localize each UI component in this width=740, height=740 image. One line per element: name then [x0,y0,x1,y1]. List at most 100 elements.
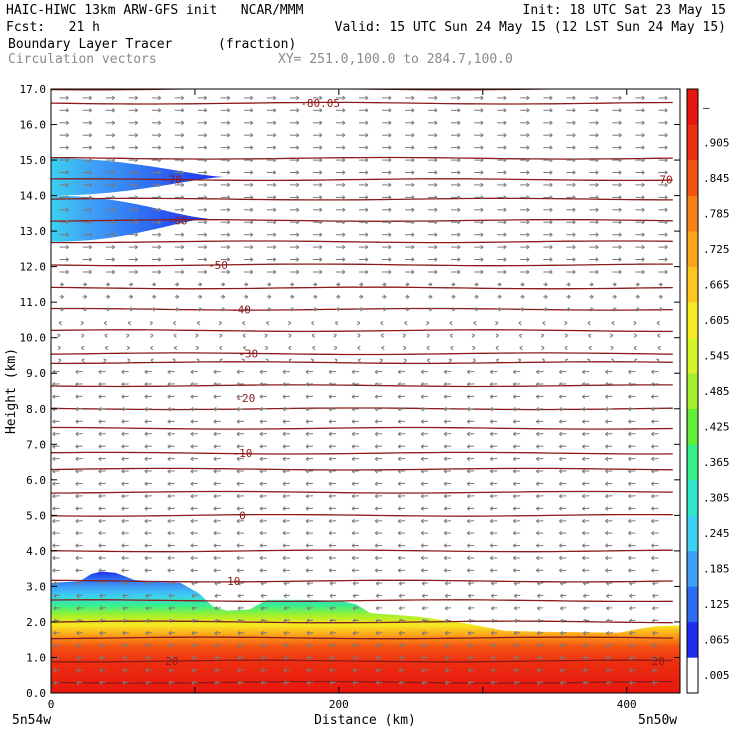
vector-arrowhead [264,345,268,351]
vector-arrowhead [537,668,541,673]
vector-arrowhead [260,630,264,636]
vector-arrowhead [641,257,645,262]
vector-arrow [283,594,290,597]
vector-arrowhead [236,543,240,548]
vector-arrowhead [503,120,507,126]
vector-arrowhead [549,95,553,101]
vector-arrowhead [664,170,668,175]
vector-arrowhead [98,369,102,375]
vector-arrowhead [337,307,341,312]
vector-arrowhead [512,369,516,375]
vector-arrowhead [259,444,263,449]
vector-arrow [191,594,198,597]
vector-arrow [468,594,475,597]
vector-arrowhead [351,481,355,487]
vector-arrowhead [397,419,401,424]
vector-arrowhead [542,320,546,326]
vector-arrowhead [328,493,332,499]
vector-arrowhead [273,95,277,101]
vector-arrowhead [559,555,563,561]
contour-line [51,89,673,91]
vector-arrowhead [582,406,586,412]
vector-arrowhead [259,481,263,487]
vector-arrowhead [181,244,185,250]
vector-arrowhead [75,419,79,424]
axes: 0.01.02.03.04.05.06.07.08.09.010.011.012… [20,83,680,711]
vector-arrowhead [245,282,249,287]
vector-arrowhead [421,593,425,599]
vector-arrowhead [526,195,530,200]
vector-arrowhead [268,294,272,300]
vector-arrowhead [421,606,425,611]
vector-arrowhead [129,294,133,300]
vector-arrow [445,582,452,584]
vector-arrow [583,582,590,584]
contour-line [51,156,673,160]
contour-line [51,263,673,267]
vector-arrowhead [613,294,617,300]
vector-arrowhead [536,493,540,499]
vector-arrowhead [489,555,493,561]
vector-arrowhead [444,680,448,686]
vector-arrowhead [153,282,157,287]
vector-arrowhead [311,320,315,326]
vector-arrowhead [149,320,153,326]
vector-arrowhead [651,506,655,511]
vector-arrow [329,594,337,597]
vector-arrowhead [429,307,433,312]
vector-arrowhead [457,95,461,101]
vector-arrowhead [605,530,609,536]
vector-arrowhead [236,530,240,536]
vector-arrowhead [342,207,346,213]
vector-arrowhead [173,320,177,326]
vector-arrowhead [268,282,272,287]
vector-arrowhead [145,680,149,686]
vector-arrowhead [605,394,609,399]
vector-arrowhead [559,506,563,511]
vector-arrowhead [242,320,246,326]
contour-line [51,384,673,388]
vector-arrowhead [98,419,102,424]
contour-label: 0 [239,509,246,522]
vector-arrow [122,607,129,609]
vector-arrowhead [60,282,64,287]
vector-arrowhead [75,555,79,561]
vector-arrowhead [99,593,103,599]
vector-arrowhead [628,394,632,399]
vector-arrowhead [443,481,447,487]
vector-arrow [76,619,83,622]
vector-arrowhead [374,493,378,499]
vector-arrowhead [411,195,415,200]
vector-arrowhead [652,618,656,624]
vector-arrowhead [618,257,622,262]
vector-arrow [445,657,452,659]
vector-arrow [537,582,544,584]
vector-arrowhead [443,431,447,437]
vector-arrowhead [457,170,461,175]
vector-arrow [560,607,567,609]
vector-arrow [491,582,498,584]
vector-arrowhead [365,95,369,101]
vector-arrowhead [375,606,379,611]
vector-arrowhead [583,606,587,611]
vector-arrowhead [443,518,447,524]
vector-arrowhead [75,394,79,399]
vector-arrowhead [65,95,69,101]
vector-arrow [306,681,314,684]
vector-arrowhead [489,518,493,524]
vector-arrowhead [605,406,609,412]
vector-arrowhead [636,307,640,312]
vector-arrowhead [273,182,277,188]
vector-arrowhead [150,345,154,351]
contour-line [51,549,673,553]
vector-arrowhead [236,555,240,561]
vector-arrowhead [664,95,668,101]
vector-arrowhead [204,120,208,126]
vector-arrowhead [610,358,614,363]
vector-arrowhead [296,207,300,213]
vector-arrowhead [611,320,615,326]
vector-arrow [214,681,221,684]
vector-arrowhead [582,456,586,462]
vector-arrowhead [310,358,314,363]
vector-arrowhead [411,145,415,150]
